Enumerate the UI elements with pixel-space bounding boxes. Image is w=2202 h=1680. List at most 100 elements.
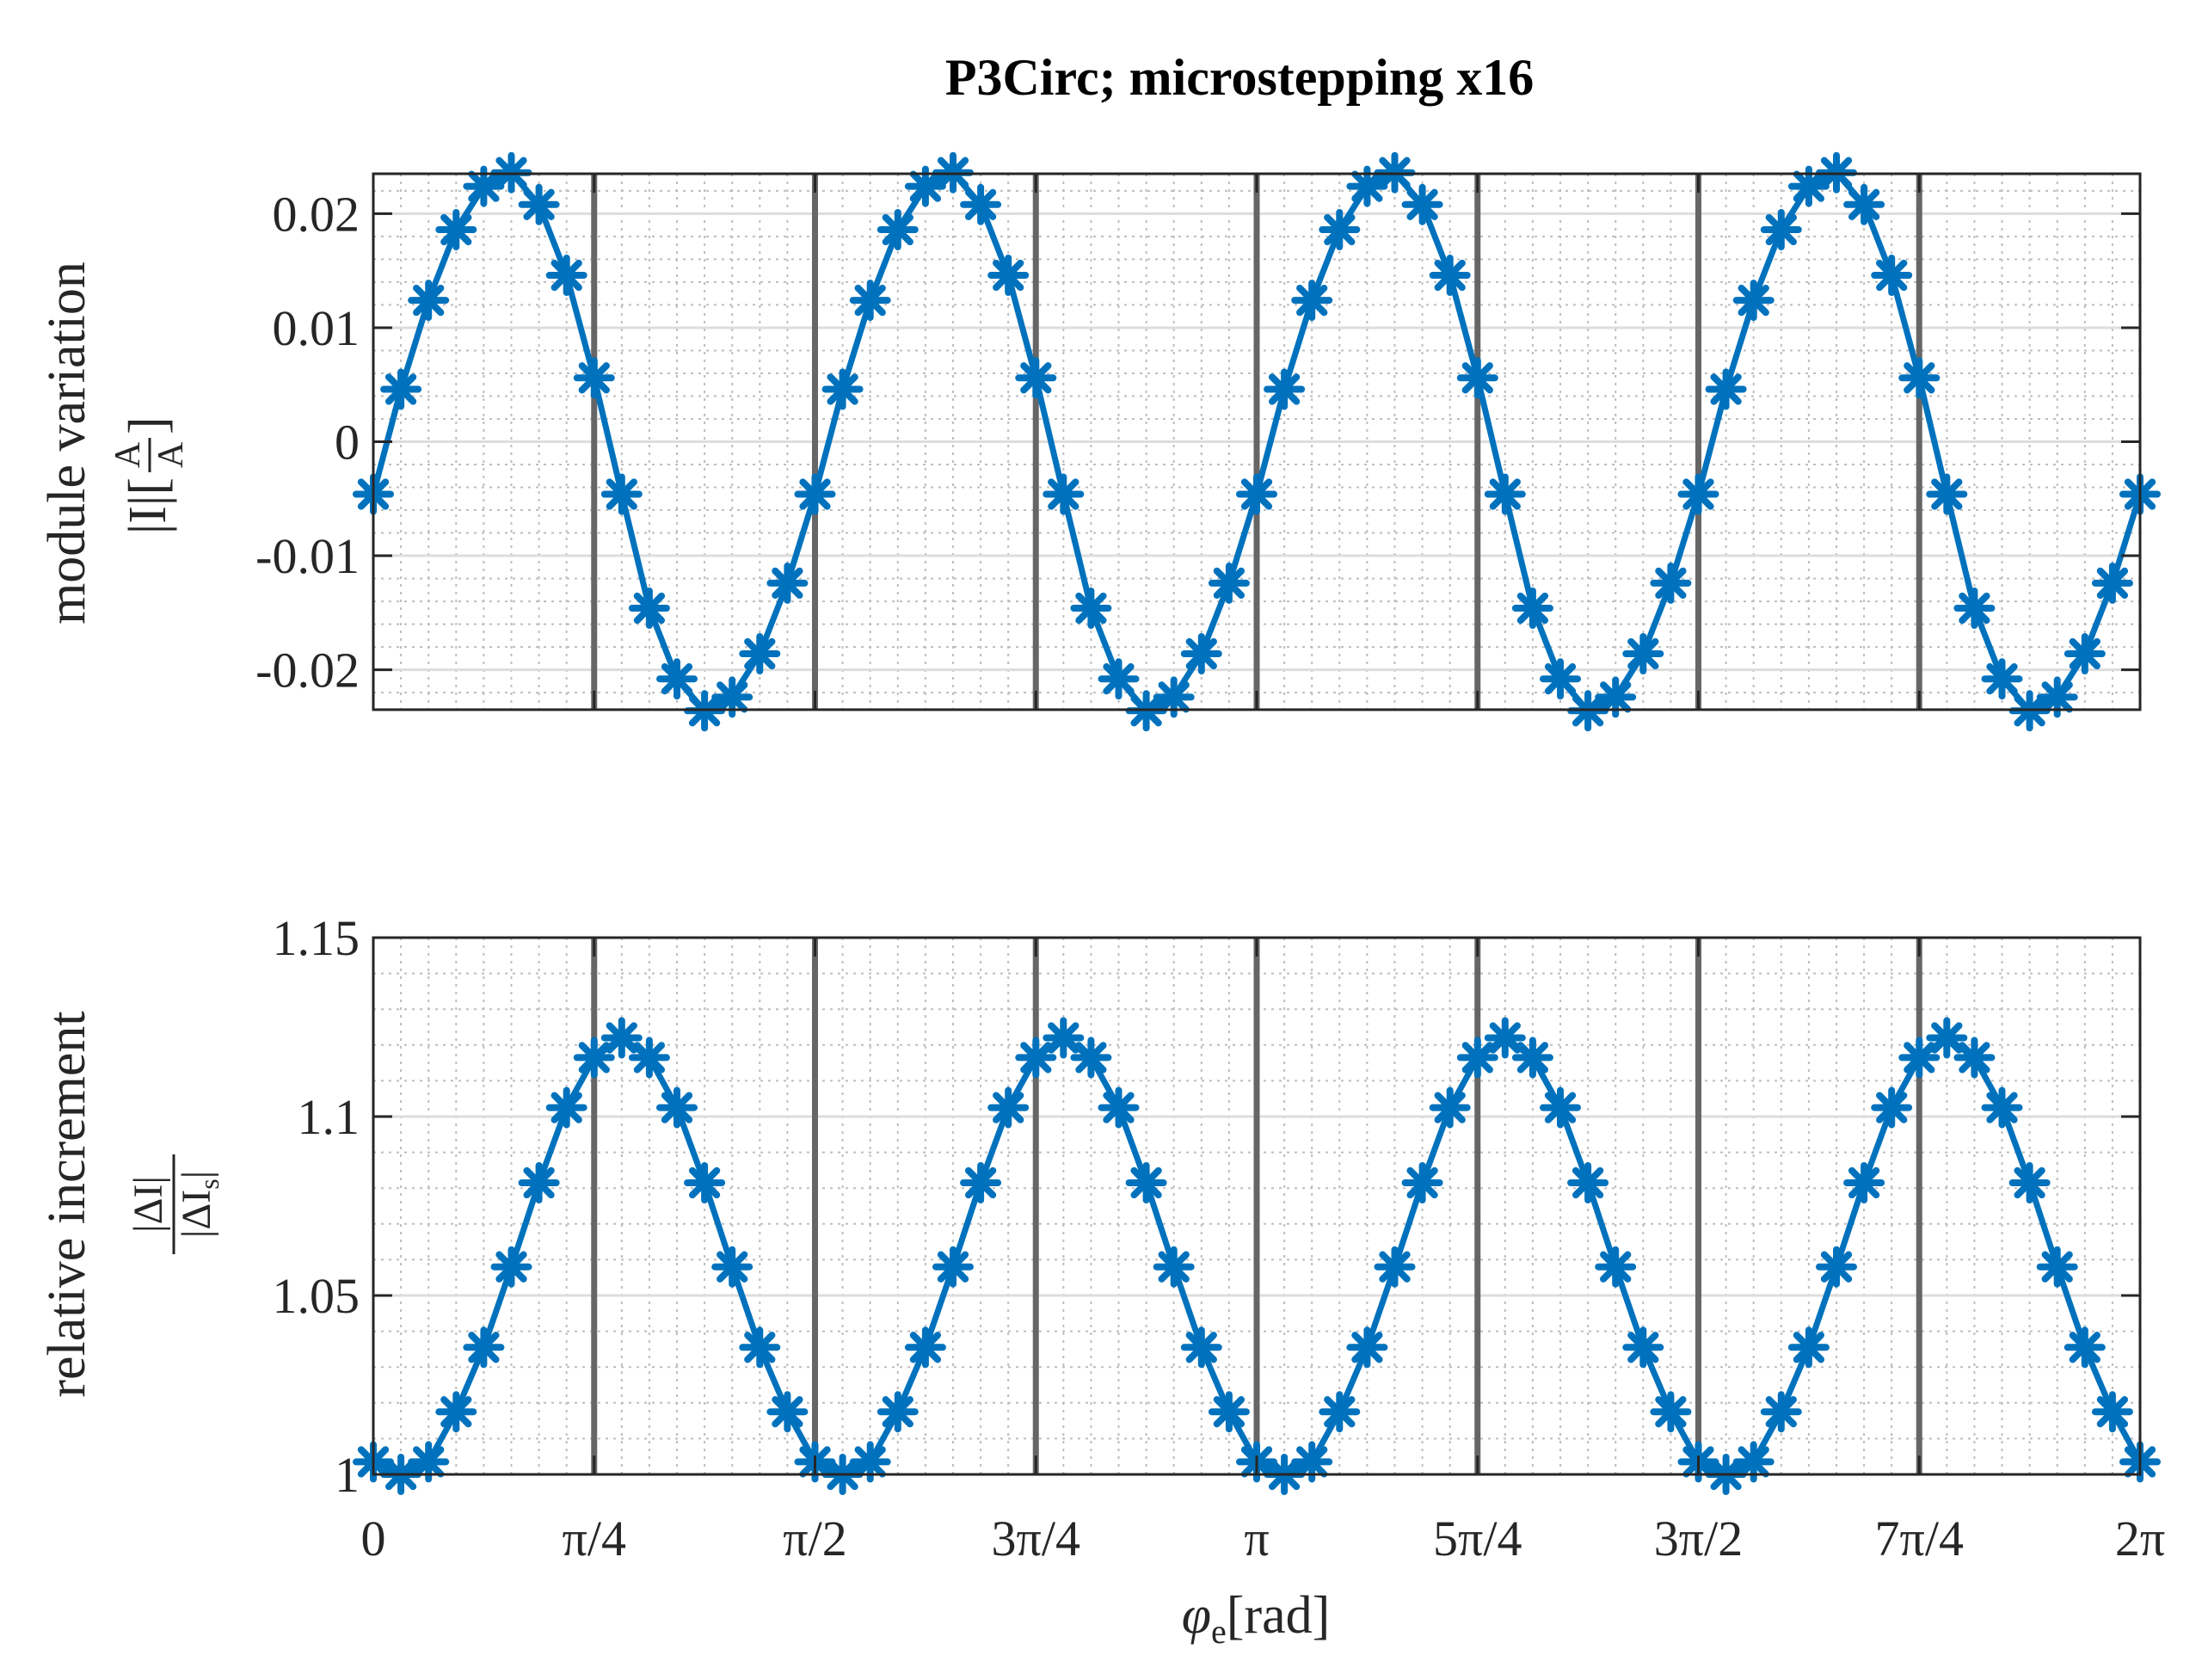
relative-increment-series-point bbox=[739, 1326, 781, 1369]
module-variation-series-point-stroke bbox=[2041, 681, 2073, 713]
bottom-ylabel-line1: relative increment bbox=[38, 1011, 96, 1397]
relative-increment-series-point-stroke bbox=[1738, 1446, 1769, 1478]
module-variation-series-point bbox=[1677, 473, 1719, 515]
relative-increment-series-point-stroke bbox=[937, 1251, 969, 1283]
module-variation-series-point bbox=[435, 209, 477, 250]
relative-increment-series-point bbox=[1787, 1326, 1830, 1369]
module-variation-series-point-stroke bbox=[1931, 478, 1963, 510]
relative-increment-series-point bbox=[1125, 1162, 1167, 1203]
relative-increment-series-point-stroke bbox=[964, 1166, 997, 1199]
module-variation-series-point bbox=[1484, 473, 1526, 515]
top-y-tick-labels: -0.02 -0.01 0 0.01 0.02 bbox=[255, 186, 360, 698]
x-tick-label: 7π/4 bbox=[1875, 1511, 1964, 1566]
module-variation-series-point-stroke bbox=[1600, 681, 1632, 713]
relative-increment-series-point bbox=[1070, 1037, 1112, 1079]
relative-increment-series-point bbox=[1926, 1017, 1968, 1059]
relative-increment-series-point-stroke bbox=[882, 1396, 913, 1428]
bottom-y-tick-labels: 1 1.05 1.1 1.15 bbox=[273, 910, 360, 1503]
module-variation-series-point-stroke bbox=[799, 478, 831, 510]
module-variation-series-point-stroke bbox=[1489, 478, 1521, 510]
relative-increment-series-point-stroke bbox=[717, 1251, 748, 1283]
bottom-vertical-markers bbox=[591, 938, 1922, 1474]
module-variation-series-point-stroke bbox=[440, 213, 472, 246]
relative-increment-series-point-stroke bbox=[688, 1166, 721, 1199]
module-variation-series-point bbox=[1705, 368, 1747, 410]
relative-increment-series-point-stroke bbox=[909, 1332, 942, 1363]
bottom-ylabel-fraction-num: |ΔI| bbox=[126, 1176, 171, 1233]
module-variation-series-point-stroke bbox=[1158, 681, 1190, 713]
relative-increment-series-point-stroke bbox=[440, 1396, 472, 1428]
relative-increment-series-point-stroke bbox=[1765, 1396, 1797, 1428]
relative-increment-series-point bbox=[1015, 1037, 1057, 1079]
module-variation-series-point-stroke bbox=[1185, 637, 1217, 670]
top-ylabel-fraction-den: A bbox=[151, 441, 191, 468]
relative-increment-series-point-stroke bbox=[1324, 1396, 1356, 1428]
relative-increment-series-point-stroke bbox=[2014, 1166, 2045, 1199]
relative-increment-series-point-stroke bbox=[1185, 1332, 1217, 1363]
module-variation-series-point bbox=[1540, 658, 1581, 700]
relative-increment-series-point-stroke bbox=[1820, 1251, 1853, 1283]
module-variation-series-point-stroke bbox=[1103, 663, 1135, 695]
module-variation-series-point bbox=[1622, 633, 1664, 674]
module-variation-series-point-stroke bbox=[1268, 373, 1301, 405]
relative-increment-series-point-stroke bbox=[1959, 1042, 1990, 1074]
module-variation-series-point bbox=[1070, 588, 1112, 629]
relative-increment-series-point-stroke bbox=[744, 1332, 776, 1363]
relative-increment-series-point bbox=[1871, 1086, 1913, 1129]
module-variation-series-point bbox=[739, 633, 781, 674]
axes-module-variation: -0.02 -0.01 0 0.01 0.02 module variation |I|… bbox=[38, 151, 2161, 732]
module-variation-series-point bbox=[1098, 658, 1140, 700]
module-variation-series-point bbox=[1926, 473, 1968, 515]
module-variation-series-point-stroke bbox=[717, 681, 748, 713]
relative-increment-series-point bbox=[1898, 1037, 1941, 1079]
module-variation-series-point-stroke bbox=[1296, 284, 1328, 317]
relative-increment-series-point-stroke bbox=[993, 1092, 1024, 1123]
module-variation-series-point-stroke bbox=[1544, 663, 1577, 695]
bottom-ylabel-line2: |ΔI| |ΔIs| bbox=[126, 1154, 225, 1254]
relative-increment-series-point bbox=[1622, 1326, 1664, 1369]
module-variation-series-point bbox=[1760, 209, 1802, 250]
relative-increment-series-point bbox=[1567, 1162, 1609, 1203]
relative-increment-series-point-stroke bbox=[1434, 1092, 1466, 1123]
relative-increment-series-point bbox=[1098, 1086, 1140, 1129]
module-variation-series-point bbox=[766, 562, 809, 604]
x-tick-label: π/2 bbox=[783, 1511, 846, 1566]
module-variation-series-point-stroke bbox=[633, 592, 666, 625]
axes-relative-increment: 11.051.11.15 0 π/4 π/2 3π/4 π 5π/4 3π/2 7π/4 2π … bbox=[38, 910, 2165, 1566]
relative-increment-series-point bbox=[1595, 1246, 1637, 1288]
relative-increment-series-point bbox=[1484, 1017, 1526, 1059]
relative-increment-series-point bbox=[2008, 1162, 2051, 1203]
module-variation-series-point-stroke bbox=[1461, 362, 1493, 394]
relative-increment-series-point bbox=[435, 1391, 477, 1433]
module-variation-series-point bbox=[821, 368, 864, 410]
relative-increment-series-point-stroke bbox=[1351, 1332, 1383, 1363]
module-variation-series-point bbox=[1843, 183, 1885, 225]
xlabel-sub: e bbox=[1211, 1612, 1227, 1651]
module-variation-series-point bbox=[1043, 473, 1085, 515]
relative-increment-series-point-stroke bbox=[1048, 1022, 1079, 1054]
module-variation-series-point bbox=[380, 368, 422, 410]
relative-increment-series-point bbox=[684, 1162, 726, 1203]
module-variation-series-point bbox=[1264, 368, 1306, 410]
module-variation-series-point-stroke bbox=[827, 373, 858, 405]
relative-increment-series-point bbox=[656, 1086, 698, 1129]
module-variation-series-point-stroke bbox=[1848, 188, 1880, 220]
relative-increment-series-point bbox=[573, 1037, 615, 1079]
module-variation-series-point-stroke bbox=[1516, 592, 1549, 625]
relative-increment-series-point-stroke bbox=[1489, 1022, 1521, 1054]
module-variation-series-point bbox=[1180, 633, 1222, 674]
module-variation-series-point bbox=[545, 255, 587, 296]
module-variation-series-point-stroke bbox=[744, 637, 776, 670]
module-variation-series-point-stroke bbox=[384, 373, 417, 405]
relative-increment-series-point-stroke bbox=[1544, 1092, 1577, 1123]
relative-increment-series-point bbox=[876, 1391, 919, 1433]
top-ytick-label: -0.02 bbox=[255, 643, 360, 698]
top-ylabel-left: |I|[ bbox=[119, 477, 177, 534]
module-variation-series-point bbox=[794, 473, 836, 515]
relative-increment-series-point bbox=[1319, 1391, 1361, 1433]
relative-increment-series-point-stroke bbox=[1600, 1251, 1632, 1283]
relative-increment-series-point-stroke bbox=[1793, 1332, 1825, 1363]
module-variation-series-point bbox=[1650, 562, 1692, 604]
relative-increment-series-point-stroke bbox=[550, 1092, 582, 1123]
module-variation-series-point bbox=[1953, 588, 1996, 629]
